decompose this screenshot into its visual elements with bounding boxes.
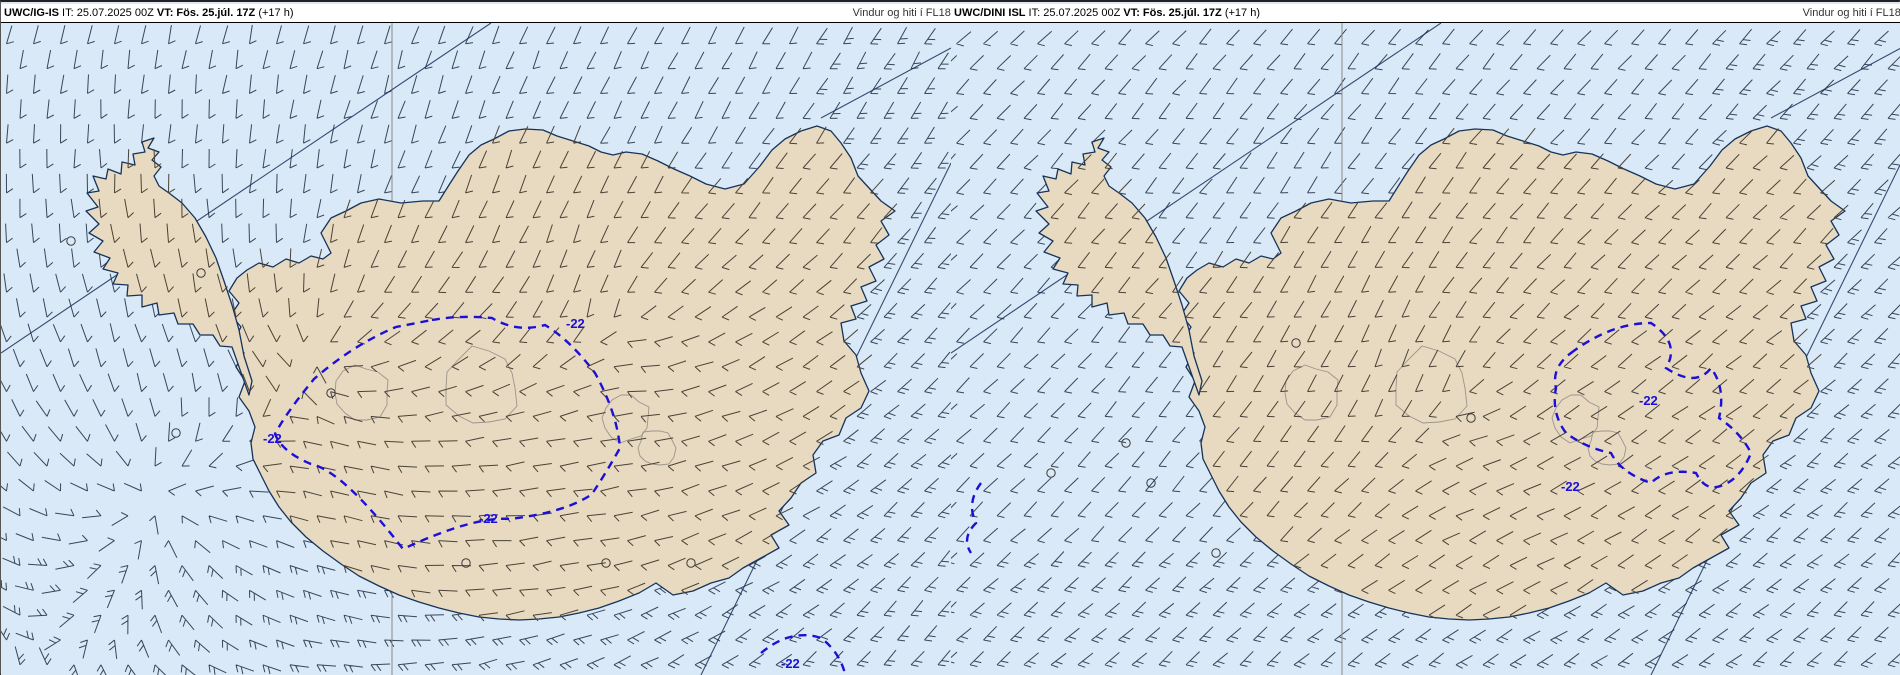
svg-text:-22: -22	[566, 316, 585, 331]
svg-text:-22: -22	[479, 511, 498, 526]
svg-text:-22: -22	[1639, 393, 1658, 408]
svg-text:-22: -22	[781, 656, 800, 671]
svg-text:-22: -22	[1561, 479, 1580, 494]
svg-text:-22: -22	[263, 431, 282, 446]
